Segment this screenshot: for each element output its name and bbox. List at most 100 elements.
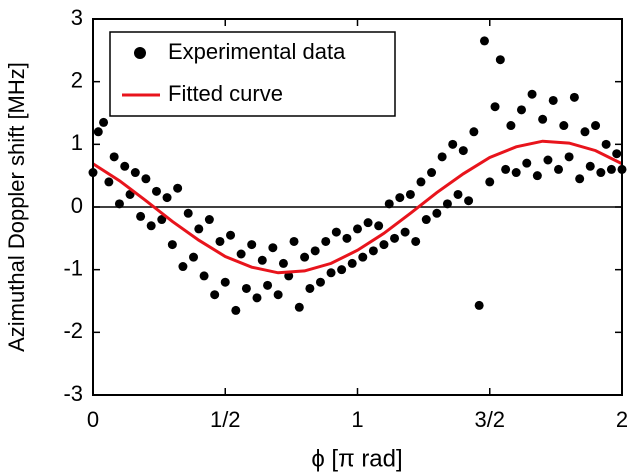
x-tick-label: 1 <box>351 407 363 432</box>
data-point <box>606 164 616 174</box>
data-point <box>289 236 299 246</box>
data-point <box>257 255 267 265</box>
data-point <box>273 290 283 300</box>
data-point <box>501 164 511 174</box>
data-point <box>538 114 548 124</box>
data-point <box>411 236 421 246</box>
data-point <box>151 186 161 196</box>
data-point <box>226 230 236 240</box>
data-point <box>236 249 246 259</box>
data-point <box>247 240 257 250</box>
y-tick-label: -1 <box>63 255 83 280</box>
data-point <box>278 258 288 268</box>
data-point <box>384 199 394 209</box>
data-point <box>342 233 352 243</box>
y-tick-label: 3 <box>71 5 83 30</box>
data-point <box>395 193 405 203</box>
data-point <box>479 36 489 46</box>
data-point <box>337 265 347 275</box>
data-point <box>368 246 378 256</box>
data-point <box>162 193 172 203</box>
data-point <box>109 152 119 162</box>
y-tick-label: -3 <box>63 381 83 406</box>
legend: Experimental data Fitted curve <box>109 31 396 117</box>
data-point <box>390 233 400 243</box>
data-point <box>506 121 516 131</box>
data-point <box>442 199 452 209</box>
data-point <box>305 283 315 293</box>
data-point <box>220 277 230 287</box>
data-point <box>183 208 193 218</box>
data-point <box>464 196 474 206</box>
data-point <box>263 280 273 290</box>
data-point <box>315 277 325 287</box>
data-point <box>157 215 167 225</box>
data-point <box>146 221 156 231</box>
data-point <box>199 271 209 281</box>
data-point <box>104 177 114 187</box>
data-point <box>268 243 278 253</box>
data-point <box>543 155 553 165</box>
data-point <box>585 161 595 171</box>
plot-frame <box>92 18 623 396</box>
data-point <box>231 305 241 315</box>
data-point <box>400 227 410 237</box>
data-point <box>474 300 484 310</box>
data-point <box>294 302 304 312</box>
x-tick-label: 0 <box>87 407 99 432</box>
fitted-line <box>92 139 623 275</box>
data-point <box>99 117 109 127</box>
data-point <box>564 152 574 162</box>
data-point <box>331 227 341 237</box>
x-tick-label: 1/2 <box>210 407 241 432</box>
data-point <box>527 89 537 99</box>
data-point <box>591 121 601 131</box>
data-point <box>321 236 331 246</box>
data-point <box>353 224 362 234</box>
data-point <box>358 252 368 262</box>
data-point <box>448 139 458 149</box>
data-point <box>194 224 204 234</box>
data-point <box>405 189 415 199</box>
data-point <box>580 127 590 137</box>
y-tick-label: 2 <box>71 67 83 92</box>
data-point <box>554 164 564 174</box>
data-point <box>210 290 220 300</box>
data-point <box>453 189 463 199</box>
data-point <box>416 177 426 187</box>
data-point <box>559 121 569 131</box>
y-tick-label: 0 <box>71 193 83 218</box>
data-point <box>458 146 468 156</box>
data-point <box>241 283 251 293</box>
legend-marker <box>134 47 146 59</box>
data-point <box>495 55 505 65</box>
legend-label: Fitted curve <box>168 81 283 106</box>
data-point <box>511 168 521 178</box>
data-point <box>432 208 442 218</box>
data-point <box>167 240 177 250</box>
data-point <box>596 168 606 178</box>
data-point <box>532 171 542 181</box>
data-point <box>326 268 336 278</box>
data-point <box>601 139 611 149</box>
data-point <box>548 95 558 105</box>
y-axis-label: Azimuthal Doppler shift [MHz] <box>4 62 29 352</box>
data-point <box>427 168 437 178</box>
legend-label: Experimental data <box>168 39 346 64</box>
data-point <box>379 240 389 250</box>
data-point <box>363 218 373 228</box>
data-point <box>120 161 130 171</box>
data-point <box>522 158 532 168</box>
data-point <box>310 246 320 256</box>
data-point <box>437 152 447 162</box>
data-point <box>189 252 199 262</box>
data-point <box>252 293 262 303</box>
data-point <box>575 174 585 184</box>
data-point <box>130 168 140 178</box>
data-point <box>173 183 183 193</box>
data-point <box>300 252 310 262</box>
data-point <box>421 215 431 225</box>
x-axis-label: ϕ [π rad] <box>311 445 402 472</box>
y-tick-label: -2 <box>63 318 83 343</box>
